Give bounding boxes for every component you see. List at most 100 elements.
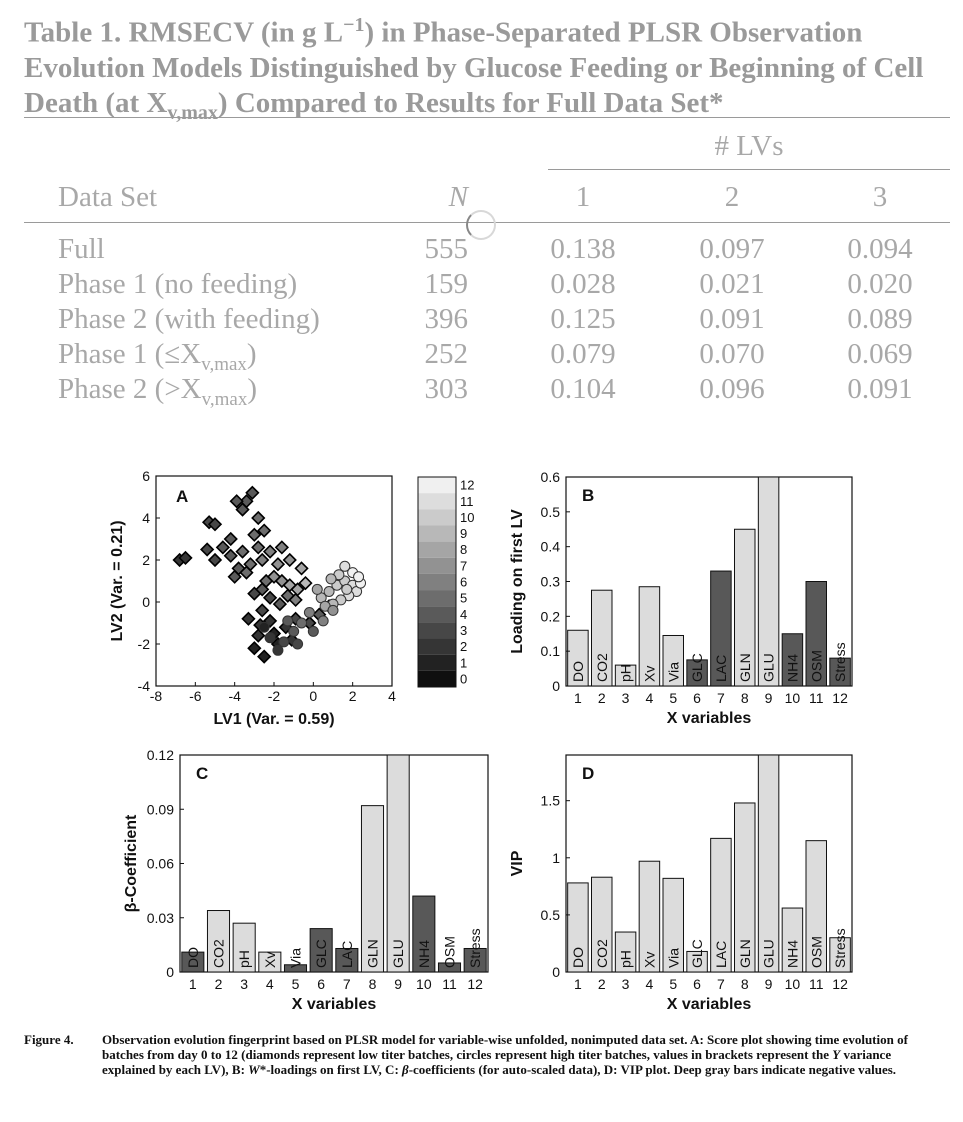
scatter-point-circle [325, 573, 337, 585]
colorbar-swatch [418, 573, 456, 591]
bar [283, 964, 308, 973]
bar-label: CO2 [211, 939, 227, 968]
x-tick-label: 4 [646, 690, 654, 706]
x-tick-label: 3 [240, 976, 248, 992]
table-row-rmsecv-lv1: 0.079 [550, 338, 616, 370]
y-tick-label: 0.4 [541, 539, 561, 555]
bar [662, 634, 684, 687]
x-axis-label: X variables [667, 710, 752, 727]
x-tick-label: 4 [388, 688, 396, 704]
x-tick-label: 1 [574, 690, 582, 706]
colorbar-swatch [418, 654, 456, 671]
panel-a-score-plot: A -8 -6 -4 -2 0 2 4 -4 -2 0 2 4 6 LV1 (Var. = 0.59) LV2… [109, 468, 396, 728]
colorbar-swatch [418, 493, 456, 510]
bar [662, 877, 684, 973]
scatter-point-diamond [200, 542, 215, 557]
table-col-n: N [448, 181, 468, 213]
x-tick-label: 4 [266, 976, 274, 992]
x-tick-label: 5 [669, 690, 677, 706]
y-tick-label: 4 [142, 510, 150, 526]
x-tick-label: 11 [809, 690, 824, 706]
table-group-rule [548, 169, 950, 170]
y-axis-label: Loading on first LV [509, 509, 526, 654]
x-tick-label: 8 [369, 976, 377, 992]
bar-label: Via [665, 662, 681, 682]
y-tick-label: 0.6 [541, 469, 561, 485]
x-tick-label: 1 [574, 976, 582, 992]
bar-label: pH [618, 664, 634, 682]
bar-label: Via [665, 948, 681, 968]
bar-label: GLU [761, 653, 777, 682]
y-axis-label: VIP [509, 850, 526, 876]
x-tick-label: 12 [832, 690, 848, 706]
table-row-rmsecv-lv3: 0.069 [847, 338, 913, 370]
bar [734, 802, 756, 973]
x-axis-label: X variables [667, 996, 752, 1013]
scatter-point-diamond [259, 573, 274, 589]
bar-label: GLC [313, 939, 329, 968]
bar [805, 581, 827, 687]
scatter-point-diamond [272, 596, 288, 612]
bar [309, 928, 333, 973]
scatter-point-circle [327, 604, 339, 616]
table-row-rmsecv-lv1: 0.028 [550, 268, 616, 300]
bar [638, 586, 661, 687]
bar-label: NH4 [416, 940, 432, 968]
x-tick-label: 7 [717, 690, 725, 706]
bar [781, 633, 804, 687]
bar [614, 664, 637, 687]
scatter-point-diamond [257, 523, 272, 538]
x-tick-label: 1 [189, 976, 197, 992]
panel-b-loading-plot: DO 1 CO2 2 pH 3 Xv 4 Via 5 GLC 6 LAC 7 GLN 8 GLU 9 NH4 10 OS… [509, 469, 853, 727]
x-tick-label: 8 [741, 976, 749, 992]
table-row-label: Phase 1 (no feeding) [58, 268, 298, 300]
bar [181, 951, 205, 973]
x-tick-label: 2 [598, 690, 606, 706]
y-tick-label: 0.12 [147, 747, 174, 763]
table-row-rmsecv-lv2: 0.091 [699, 303, 765, 335]
scatter-point-diamond [223, 531, 238, 547]
colorbar-label: 9 [460, 526, 467, 541]
bar-label: GLC [689, 653, 705, 682]
y-tick-label: 0 [552, 964, 560, 980]
y-tick-label: 0.3 [541, 574, 561, 590]
scatter-point-diamond [255, 552, 270, 568]
colorbar-swatch [418, 509, 456, 526]
colorbar-label: 3 [460, 623, 467, 638]
bar [757, 476, 780, 687]
table-title: Table 1. RMSECV (in g L−1) in Phase-Sepa… [24, 14, 924, 124]
y-tick-label: 0 [166, 964, 174, 980]
table-row-n: 303 [424, 373, 469, 405]
bar [567, 882, 589, 973]
scatter-point-diamond [298, 575, 313, 591]
bar [781, 907, 804, 973]
y-tick-label: 0.1 [541, 643, 561, 659]
bar-label: Xv [641, 952, 657, 968]
bar [710, 570, 732, 687]
colorbar-label: 1 [460, 655, 467, 670]
scatter-point-diamond [241, 611, 256, 626]
bar [829, 657, 851, 687]
scatter-point-diamond [207, 552, 223, 568]
table-row-rmsecv-lv1: 0.138 [550, 233, 616, 265]
x-tick-label: 2 [349, 688, 357, 704]
y-tick-label: -4 [138, 678, 151, 694]
x-tick-label: 2 [598, 976, 606, 992]
colorbar-label: 8 [460, 542, 467, 557]
scatter-point-diamond [274, 540, 289, 555]
scatter-point-diamond [294, 561, 309, 576]
table-row-rmsecv-lv3: 0.091 [847, 373, 913, 405]
table-row-rmsecv-lv2: 0.070 [699, 338, 765, 370]
scatter-point-diamond [251, 510, 266, 526]
scatter-point-diamond [257, 649, 272, 664]
scatter-point-diamond [270, 557, 286, 572]
scatter-point-circle [323, 586, 335, 597]
table-top-rule [24, 117, 950, 118]
table-row-rmsecv-lv2: 0.021 [699, 268, 765, 300]
panel-d-vip-plot: DO1CO22pH3Xv4Via5GLC6LAC7GLN8GLU9NH410OS… [509, 754, 853, 1013]
y-tick-label: 0.09 [147, 801, 174, 817]
scatter-point-circle [311, 583, 323, 595]
scatter-point-circle [307, 625, 319, 637]
bar [757, 754, 780, 973]
bar-label: GLN [737, 653, 753, 682]
